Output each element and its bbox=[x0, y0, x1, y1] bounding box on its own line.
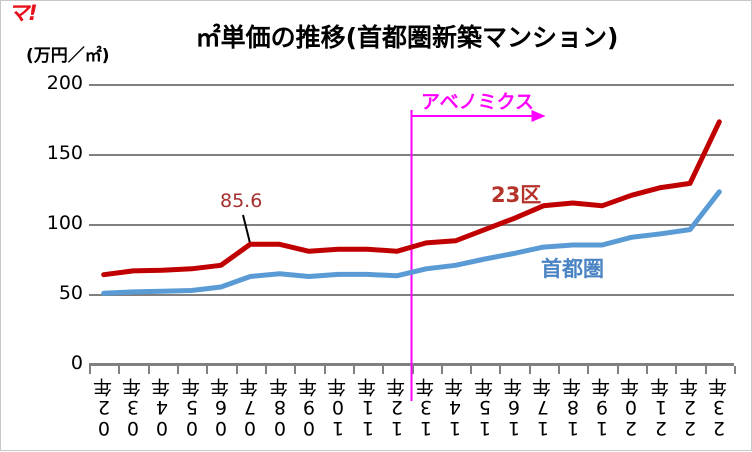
x-label-02年: 02年 bbox=[92, 379, 115, 439]
x-tick-0 bbox=[89, 366, 91, 374]
x-tick-6 bbox=[264, 366, 267, 374]
x-label-09年: 09年 bbox=[297, 379, 320, 439]
x-label-23年: 23年 bbox=[708, 379, 731, 439]
y-tick-200: 200 bbox=[46, 72, 83, 94]
x-tick-17 bbox=[587, 366, 590, 374]
y-tick-50: 50 bbox=[58, 282, 83, 304]
x-label-18年: 18年 bbox=[561, 379, 584, 439]
gridline-150 bbox=[89, 154, 734, 156]
x-label-17年: 17年 bbox=[532, 379, 555, 439]
x-label-14年: 14年 bbox=[444, 379, 467, 439]
x-tick-1 bbox=[118, 366, 121, 374]
x-tick-12 bbox=[440, 366, 443, 374]
x-tick-14 bbox=[499, 366, 502, 374]
x-tick-8 bbox=[323, 366, 326, 374]
x-label-16年: 16年 bbox=[503, 379, 526, 439]
x-label-10年: 10年 bbox=[327, 379, 350, 439]
x-tick-10 bbox=[382, 366, 385, 374]
x-label-19年: 19年 bbox=[591, 379, 614, 439]
x-tick-19 bbox=[646, 366, 649, 374]
x-label-21年: 21年 bbox=[649, 379, 672, 439]
y-tick-100: 100 bbox=[46, 212, 83, 234]
x-tick-22 bbox=[734, 366, 736, 374]
x-label-08年: 08年 bbox=[268, 379, 291, 439]
x-tick-11 bbox=[411, 366, 414, 374]
x-label-07年: 07年 bbox=[239, 379, 262, 439]
x-label-06年: 06年 bbox=[209, 379, 232, 439]
x-label-12年: 12年 bbox=[385, 379, 408, 439]
x-tick-7 bbox=[294, 366, 297, 374]
x-tick-21 bbox=[704, 366, 707, 374]
chart-title: ㎡単価の推移(首都圏新築マンション) bbox=[195, 23, 619, 52]
y-axis-unit-label: (万円／㎡) bbox=[26, 46, 110, 66]
x-label-20年: 20年 bbox=[620, 379, 643, 439]
x-label-03年: 03年 bbox=[121, 379, 144, 439]
x-label-22年: 22年 bbox=[679, 379, 702, 439]
x-tick-4 bbox=[206, 366, 209, 374]
x-tick-16 bbox=[558, 366, 561, 374]
y-tick-0: 0 bbox=[70, 352, 83, 374]
x-tick-15 bbox=[528, 366, 531, 374]
y-tick-150: 150 bbox=[46, 142, 83, 164]
annotation-peak-value: 85.6 bbox=[220, 190, 263, 212]
series-label-shutoken: 首都圏 bbox=[541, 257, 604, 281]
x-label-15年: 15年 bbox=[473, 379, 496, 439]
x-tick-20 bbox=[675, 366, 678, 374]
x-tick-18 bbox=[616, 366, 619, 374]
annotation-abenomics: アベノミクス bbox=[421, 91, 535, 113]
plot-area bbox=[89, 84, 734, 364]
site-logo: マ! bbox=[8, 1, 38, 25]
gridline-100 bbox=[89, 224, 734, 226]
x-tick-3 bbox=[176, 366, 179, 374]
gridline-200 bbox=[89, 84, 734, 86]
x-tick-5 bbox=[235, 366, 238, 374]
x-tick-2 bbox=[147, 366, 150, 374]
x-tick-13 bbox=[470, 366, 473, 374]
series-label-23ku: 23区 bbox=[491, 183, 542, 207]
gridline-50 bbox=[89, 294, 734, 296]
x-label-11年: 11年 bbox=[356, 379, 379, 439]
x-label-13年: 13年 bbox=[415, 379, 438, 439]
y-axis-tick-labels: 200 150 100 50 0 bbox=[1, 1, 83, 452]
x-tick-9 bbox=[352, 366, 355, 374]
x-label-04年: 04年 bbox=[151, 379, 174, 439]
x-label-05年: 05年 bbox=[180, 379, 203, 439]
